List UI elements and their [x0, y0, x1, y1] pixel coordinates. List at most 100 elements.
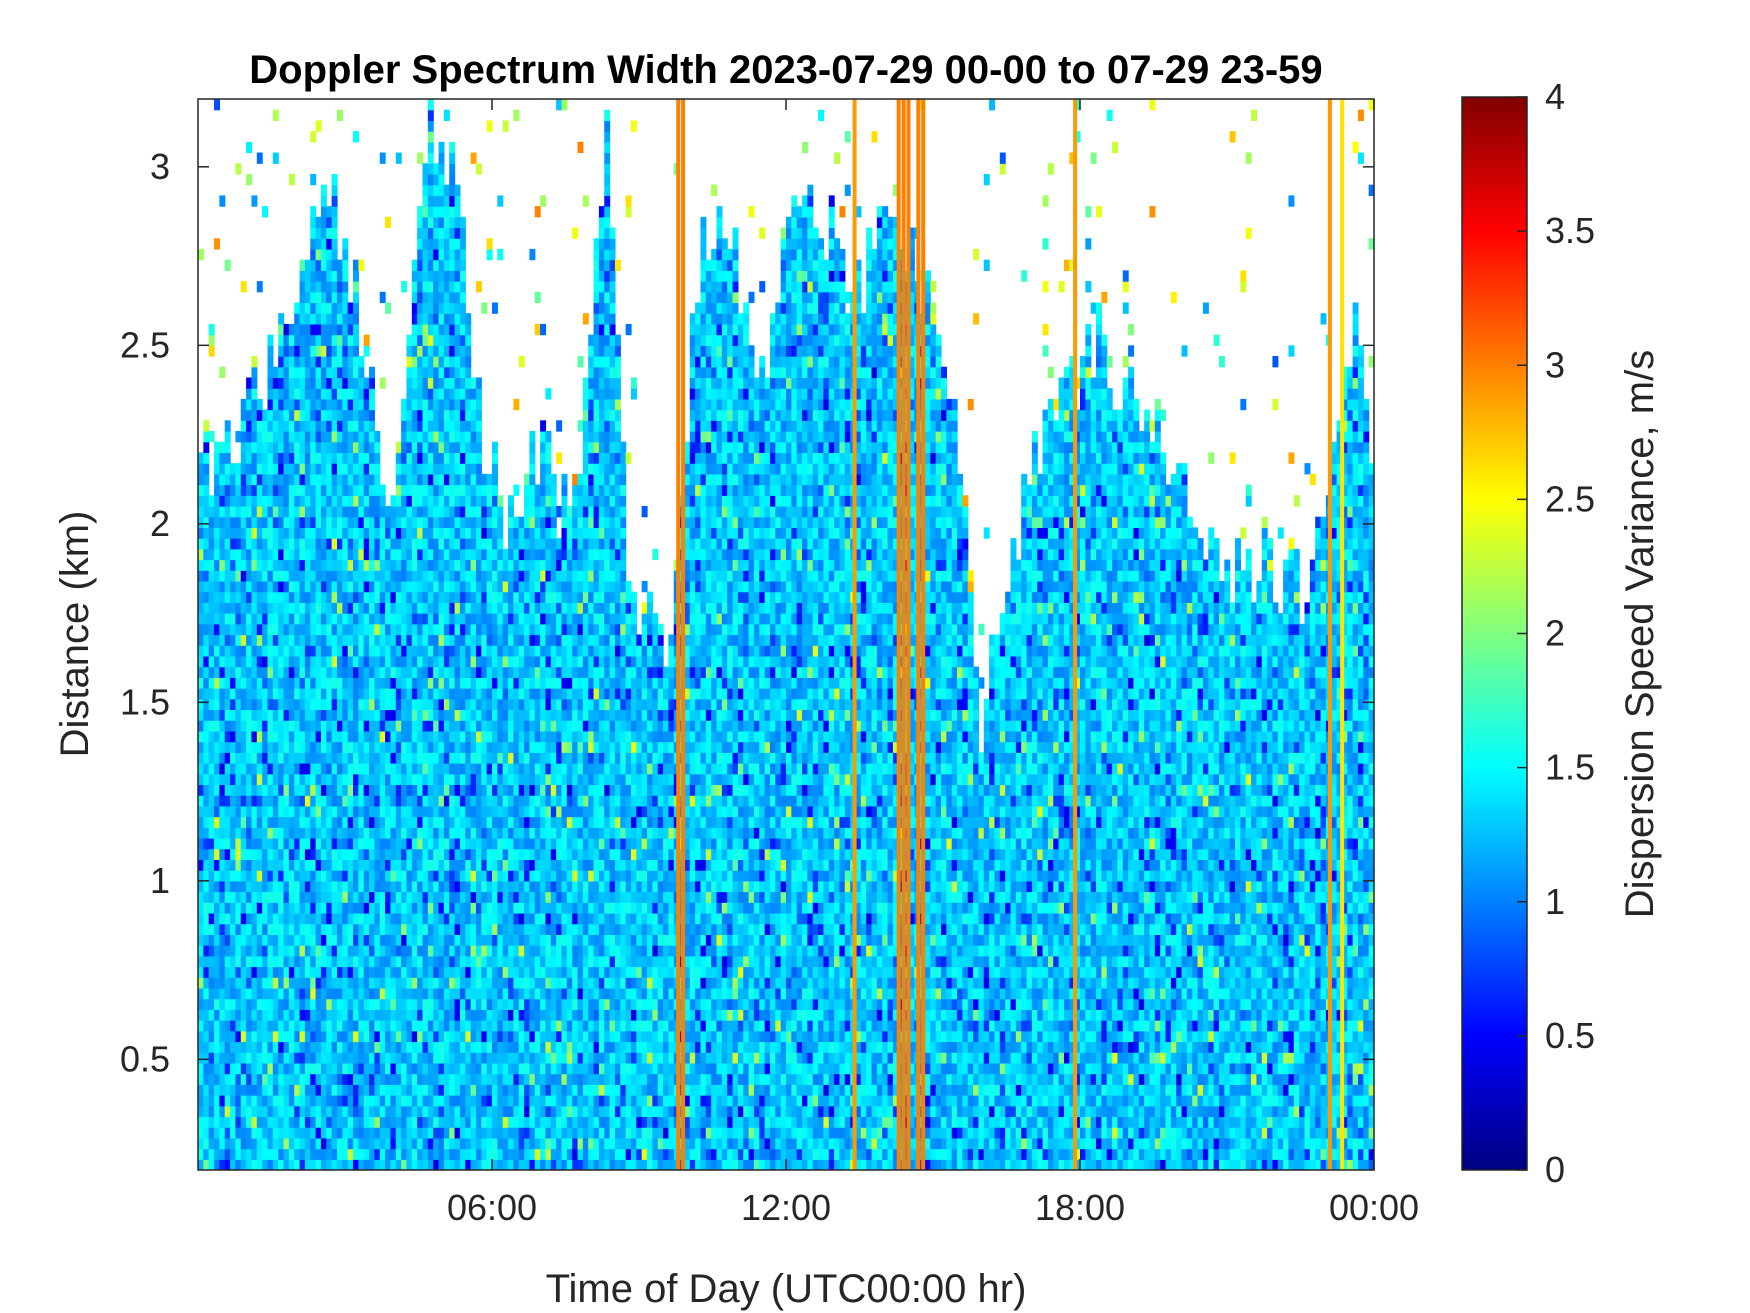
heatmap-cell: [342, 709, 349, 721]
heatmap-cell: [208, 827, 215, 839]
heatmap-cell: [353, 912, 359, 925]
heatmap-cell: [534, 206, 541, 218]
heatmap-cell: [449, 281, 456, 293]
heatmap-cell: [508, 720, 514, 732]
heatmap-cell: [513, 977, 520, 989]
heatmap-cell: [358, 945, 365, 957]
heatmap-cell: [417, 548, 424, 561]
heatmap-cell: [454, 473, 461, 486]
heatmap-cell: [390, 1137, 397, 1150]
heatmap-cell: [294, 848, 301, 861]
heatmap-cell: [326, 484, 333, 496]
heatmap-cell: [369, 666, 375, 678]
heatmap-cell: [342, 741, 349, 753]
heatmap-cell: [230, 1084, 237, 1096]
heatmap-cell: [470, 1041, 477, 1053]
heatmap-cell: [497, 1105, 504, 1118]
heatmap-cell: [320, 313, 327, 325]
heatmap-cell: [427, 1030, 434, 1043]
heatmap-cell: [438, 1041, 445, 1053]
heatmap-cell: [475, 763, 482, 775]
heatmap-cell: [310, 538, 317, 550]
heatmap-cell: [267, 463, 274, 475]
heatmap-cell: [315, 248, 322, 261]
heatmap-cell: [235, 763, 242, 775]
heatmap-cell: [299, 441, 306, 454]
heatmap-cell: [230, 730, 237, 743]
heatmap-cell: [513, 527, 520, 539]
heatmap-cell: [459, 259, 466, 271]
heatmap-cell: [251, 366, 258, 379]
heatmap-cell: [326, 206, 333, 218]
heatmap-cell: [454, 431, 461, 443]
heatmap-cell: [299, 902, 306, 914]
heatmap-cell: [310, 891, 317, 903]
heatmap-cell: [374, 709, 381, 721]
heatmap-cell: [262, 1009, 269, 1021]
heatmap-cell: [492, 902, 498, 914]
heatmap-cell: [395, 1116, 402, 1128]
heatmap-cell: [369, 870, 375, 882]
heatmap-cell: [459, 516, 466, 528]
heatmap-cell: [427, 1127, 434, 1139]
heatmap-cell: [385, 987, 392, 1000]
heatmap-cell: [326, 934, 333, 946]
heatmap-cell: [481, 559, 488, 571]
heatmap-cell: [310, 655, 317, 668]
heatmap-cell: [214, 987, 220, 1000]
heatmap-cell: [278, 666, 285, 678]
heatmap-cell: [502, 709, 509, 721]
heatmap-cell: [438, 173, 445, 186]
heatmap-cell: [427, 431, 434, 443]
heatmap-cell: [465, 570, 472, 582]
heatmap-cell: [304, 645, 311, 657]
heatmap-cell: [438, 570, 445, 582]
heatmap-cell: [310, 1073, 317, 1085]
heatmap-cell: [310, 1116, 317, 1128]
heatmap-cell: [422, 484, 429, 496]
heatmap-cell: [251, 1095, 258, 1107]
heatmap-cell: [369, 591, 375, 603]
heatmap-cell: [294, 1159, 301, 1170]
heatmap-cell: [310, 912, 317, 925]
heatmap-cell: [299, 409, 306, 421]
heatmap-cell: [513, 923, 520, 935]
heatmap-cell: [294, 516, 301, 528]
heatmap-cell: [390, 741, 397, 753]
heatmap-cell: [272, 987, 279, 1000]
heatmap-cell: [272, 1148, 279, 1160]
heatmap-cell: [502, 591, 509, 603]
heatmap-cell: [492, 1073, 498, 1085]
heatmap-cell: [310, 645, 317, 657]
heatmap-cell: [347, 1127, 354, 1139]
heatmap-cell: [422, 827, 429, 839]
heatmap-cell: [508, 816, 514, 828]
heatmap-cell: [320, 538, 327, 550]
heatmap-cell: [240, 773, 247, 786]
heatmap-cell: [497, 1030, 504, 1043]
heatmap-cell: [497, 570, 504, 582]
heatmap-cell: [214, 613, 220, 625]
heatmap-cell: [331, 870, 338, 882]
heatmap-cell: [203, 998, 210, 1010]
heatmap-cell: [524, 1105, 531, 1118]
heatmap-cell: [336, 634, 343, 646]
heatmap-cell: [454, 1159, 461, 1170]
heatmap-cell: [310, 1159, 317, 1170]
heatmap-cell: [272, 473, 279, 486]
heatmap-cell: [529, 1148, 536, 1160]
heatmap-cell: [272, 388, 279, 400]
heatmap-cell: [331, 259, 338, 271]
heatmap-cell: [454, 227, 461, 239]
heatmap-cell: [267, 859, 274, 871]
heatmap-cell: [524, 688, 531, 700]
heatmap-cell: [262, 977, 269, 989]
heatmap-cell: [401, 837, 408, 850]
heatmap-cell: [267, 1073, 274, 1085]
heatmap-cell: [240, 505, 247, 518]
heatmap-cell: [315, 837, 322, 850]
heatmap-cell: [401, 977, 408, 989]
heatmap-cell: [438, 688, 445, 700]
heatmap-cell: [486, 945, 493, 957]
heatmap-cell: [246, 795, 253, 807]
